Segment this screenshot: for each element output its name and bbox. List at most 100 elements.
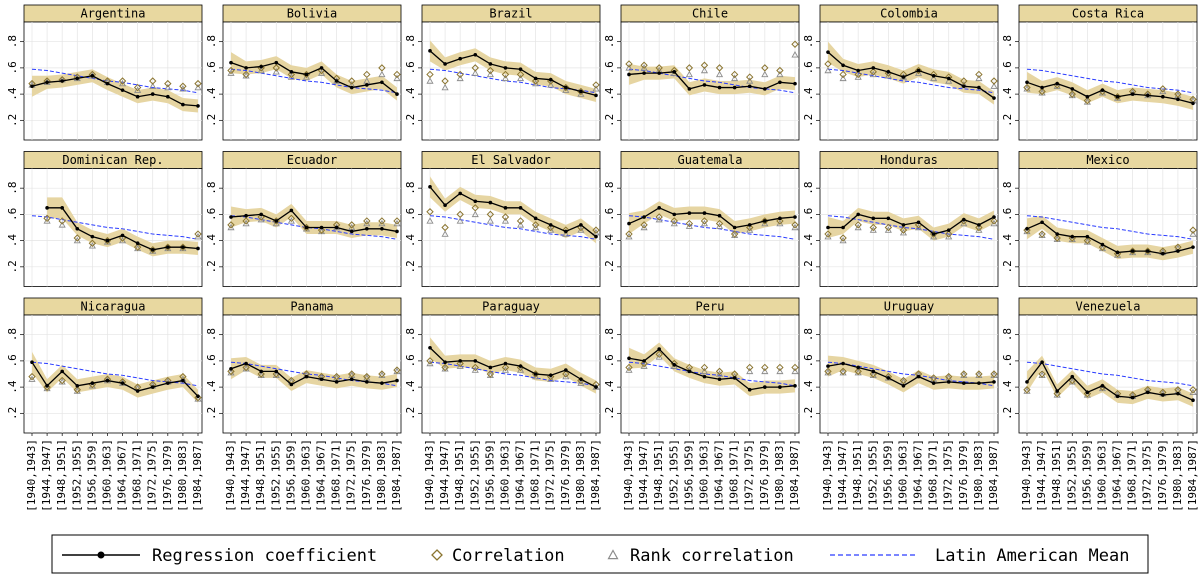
- x-tick-label: [1940,1943]: [1020, 439, 1033, 512]
- x-tick-label: [1964,1967]: [116, 439, 129, 512]
- regression-point: [473, 52, 478, 57]
- rank-correlation-marker: [884, 226, 892, 233]
- y-tick-label: .2: [802, 114, 815, 127]
- rank-correlation-marker: [685, 70, 693, 78]
- correlation-marker: [700, 363, 709, 372]
- correlation-marker: [516, 70, 525, 79]
- regression-point: [105, 81, 110, 86]
- correlation-marker: [746, 73, 754, 81]
- correlation-marker: [363, 217, 371, 225]
- correlation-marker: [1038, 87, 1046, 96]
- regression-point: [992, 96, 996, 100]
- correlation-marker: [884, 223, 893, 232]
- mean-line: [31, 215, 199, 240]
- rank-correlation-marker: [884, 72, 892, 79]
- x-tick-label: [1940,1943]: [224, 439, 237, 512]
- y-tick-label: .2: [6, 407, 19, 420]
- rank-correlation-marker: [776, 367, 784, 375]
- correlation-marker: [1144, 247, 1152, 255]
- regression-point: [826, 225, 830, 230]
- y-tick-label: .6: [205, 354, 218, 367]
- y-tick-label: .8: [6, 328, 19, 341]
- regression-point: [793, 81, 797, 86]
- regression-point: [1025, 380, 1029, 384]
- panel-title: Brazil: [489, 7, 532, 21]
- y-tick-label: .2: [404, 407, 417, 420]
- correlation-marker: [302, 223, 311, 232]
- correlation-marker: [441, 363, 449, 372]
- correlation-marker: [761, 363, 769, 372]
- rank-correlation-marker: [791, 223, 799, 231]
- x-tick-label: [1948,1951]: [652, 439, 665, 512]
- rank-correlation-marker: [990, 219, 998, 227]
- rank-correlation-marker: [486, 70, 494, 78]
- rank-correlation-marker: [532, 372, 540, 380]
- rank-correlation-marker: [363, 219, 371, 227]
- correlation-marker: [791, 363, 799, 372]
- correlation-marker: [776, 363, 784, 372]
- regression-point: [642, 359, 646, 363]
- correlation-marker: [58, 217, 66, 225]
- rank-correlation-marker: [257, 215, 265, 223]
- rank-correlation-marker: [378, 219, 386, 227]
- legend-label: Latin American Mean: [935, 546, 1129, 566]
- rank-correlation-marker: [577, 379, 585, 386]
- panel-title: Paraguay: [482, 300, 540, 314]
- rank-correlation-marker: [700, 66, 709, 74]
- rank-correlation-marker: [471, 366, 479, 373]
- correlation-marker: [547, 223, 555, 232]
- correlation-marker: [164, 243, 172, 251]
- regression-point: [1070, 87, 1075, 91]
- correlation-marker: [776, 66, 784, 75]
- correlation-marker: [655, 213, 663, 221]
- panel-title: Panama: [290, 300, 333, 314]
- y-tick-label: .4: [802, 234, 815, 248]
- regression-point: [793, 384, 797, 388]
- regression-point: [886, 216, 891, 221]
- rank-correlation-marker: [456, 217, 464, 224]
- y-tick-label: .4: [603, 234, 616, 248]
- y-tick-label: .6: [802, 61, 815, 74]
- y-tick-label: .2: [1001, 260, 1014, 273]
- rank-correlation-marker: [945, 77, 953, 84]
- correlation-marker: [1174, 90, 1182, 98]
- correlation-marker: [441, 223, 449, 232]
- regression-point: [946, 76, 951, 81]
- y-tick-label: .2: [1001, 407, 1014, 420]
- correlation-marker: [960, 370, 968, 378]
- regression-point: [60, 206, 64, 210]
- y-tick-label: .2: [802, 407, 815, 420]
- x-tick-label: [1980,1983]: [773, 439, 786, 512]
- regression-point: [594, 385, 598, 389]
- x-tick-label: [1948,1951]: [453, 439, 466, 512]
- legend-label: Correlation: [452, 546, 565, 566]
- correlation-marker: [945, 230, 953, 238]
- x-tick-label: [1944,1947]: [637, 439, 650, 512]
- x-tick-label: [1972,1975]: [1141, 439, 1154, 512]
- correlation-marker: [761, 64, 769, 72]
- rank-correlation-marker: [731, 74, 739, 82]
- y-tick-label: .2: [6, 260, 19, 273]
- rank-correlation-marker: [426, 217, 434, 224]
- regression-point: [642, 215, 646, 219]
- correlation-marker: [839, 234, 847, 242]
- regression-point: [564, 85, 568, 90]
- rank-correlation-marker: [655, 215, 663, 223]
- regression-point: [763, 87, 767, 91]
- correlation-marker: [179, 243, 187, 251]
- rank-correlation-marker: [1189, 388, 1197, 396]
- regression-point: [717, 213, 722, 218]
- regression-point: [503, 206, 508, 210]
- rank-correlation-marker: [501, 74, 510, 82]
- panel-title: Bolivia: [287, 7, 338, 21]
- regression-point: [196, 104, 200, 108]
- rank-correlation-marker: [471, 210, 479, 218]
- correlation-marker: [58, 376, 66, 385]
- panel-title: Dominican Rep.: [62, 153, 163, 167]
- regression-point: [1025, 80, 1029, 85]
- regression-point: [841, 225, 845, 230]
- x-tick-label: [1964,1967]: [912, 439, 925, 512]
- x-tick-label: [1968,1971]: [1126, 439, 1139, 512]
- regression-point: [977, 223, 981, 227]
- regression-line: [827, 362, 995, 387]
